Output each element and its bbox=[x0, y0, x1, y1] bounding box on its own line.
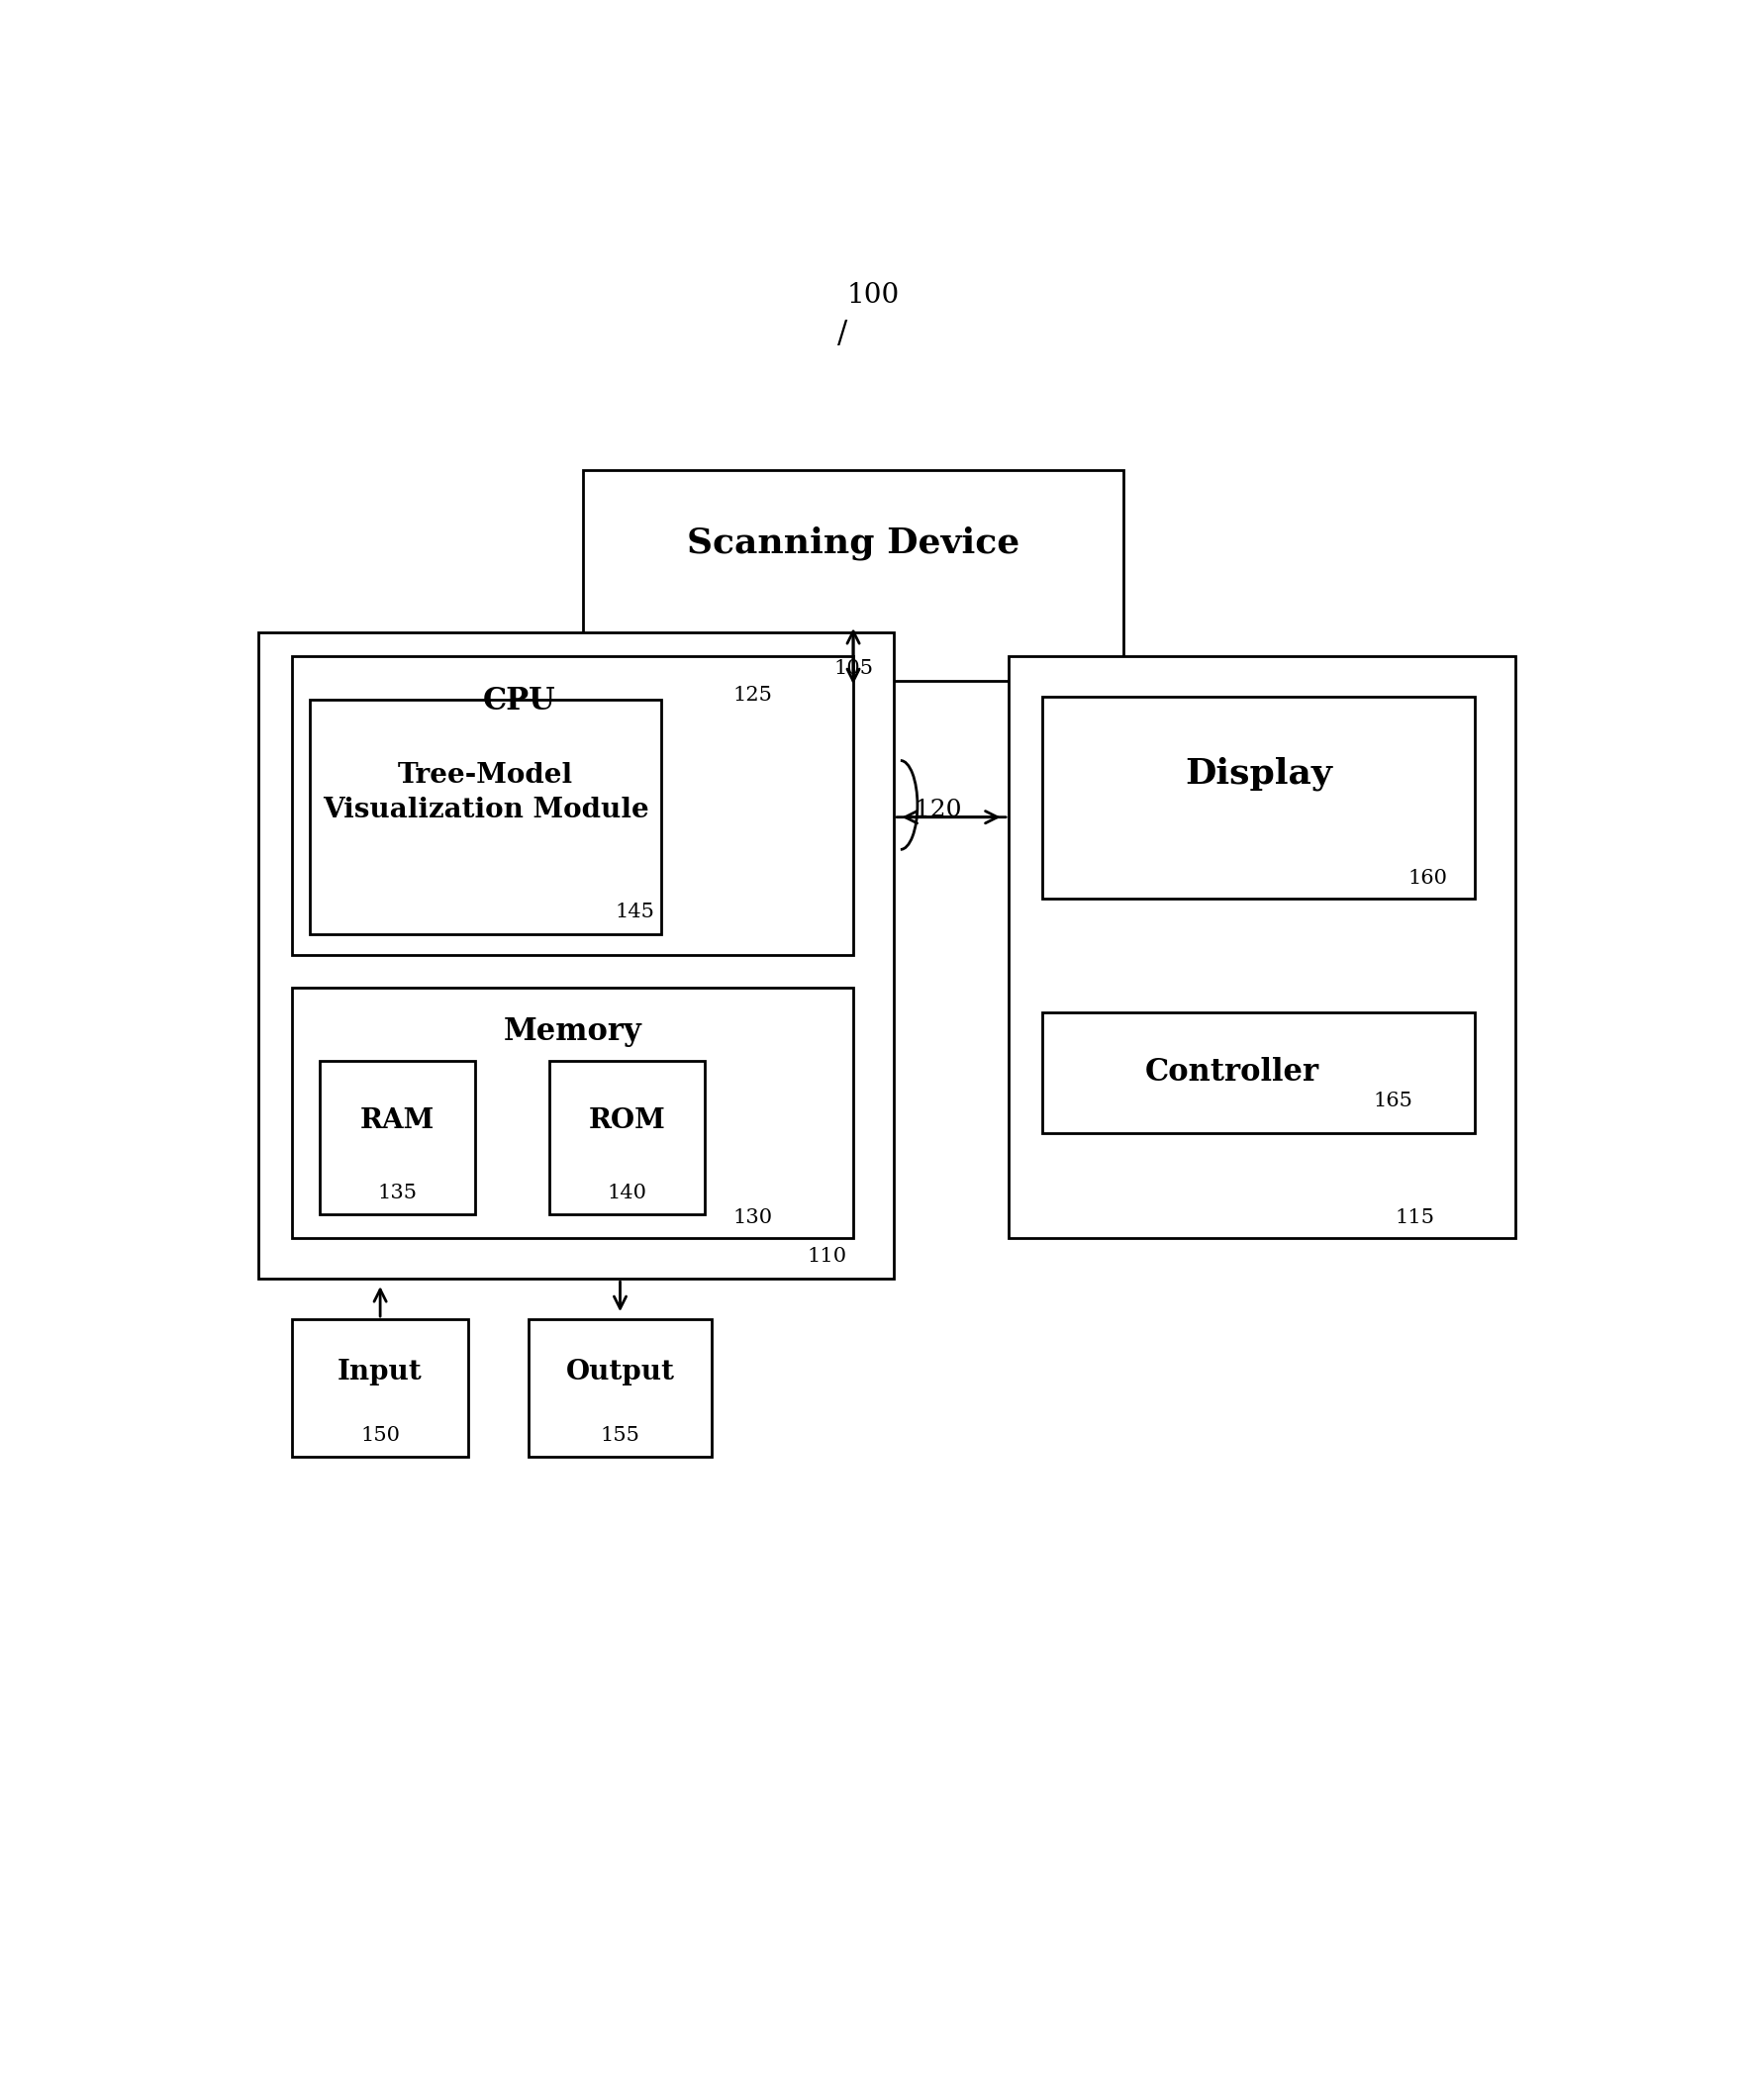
Bar bbox=[293, 657, 853, 956]
Text: /: / bbox=[837, 319, 848, 349]
Text: Display: Display bbox=[1186, 756, 1332, 790]
Bar bbox=[319, 1060, 474, 1214]
Text: 100: 100 bbox=[848, 281, 900, 309]
Text: Output: Output bbox=[565, 1359, 675, 1386]
Bar bbox=[293, 1319, 467, 1457]
Bar bbox=[293, 987, 853, 1239]
Bar bbox=[1043, 1012, 1475, 1134]
Text: Scanning Device: Scanning Device bbox=[687, 525, 1020, 561]
Bar bbox=[549, 1060, 705, 1214]
Text: 140: 140 bbox=[607, 1184, 647, 1203]
Text: 160: 160 bbox=[1409, 869, 1448, 888]
Text: 110: 110 bbox=[807, 1247, 846, 1266]
Text: 120: 120 bbox=[914, 798, 961, 821]
Text: CPU: CPU bbox=[483, 685, 555, 716]
Bar bbox=[258, 632, 893, 1279]
Bar bbox=[1008, 655, 1516, 1239]
Text: 115: 115 bbox=[1395, 1207, 1434, 1226]
Text: Memory: Memory bbox=[504, 1016, 642, 1048]
Text: 130: 130 bbox=[732, 1207, 773, 1226]
Bar bbox=[582, 470, 1123, 680]
Text: Input: Input bbox=[338, 1359, 422, 1386]
Text: 155: 155 bbox=[600, 1426, 640, 1445]
Text: Controller: Controller bbox=[1144, 1056, 1318, 1088]
Text: 135: 135 bbox=[377, 1184, 417, 1203]
Bar bbox=[1043, 697, 1475, 899]
Bar bbox=[310, 699, 661, 935]
Bar bbox=[528, 1319, 712, 1457]
Text: 145: 145 bbox=[616, 903, 654, 922]
Text: 165: 165 bbox=[1374, 1092, 1413, 1111]
Text: Tree-Model
Visualization Module: Tree-Model Visualization Module bbox=[323, 762, 649, 823]
Text: 150: 150 bbox=[361, 1426, 399, 1445]
Text: 125: 125 bbox=[732, 685, 773, 704]
Text: RAM: RAM bbox=[359, 1109, 434, 1134]
Text: ROM: ROM bbox=[588, 1109, 666, 1134]
Text: 105: 105 bbox=[834, 659, 874, 678]
